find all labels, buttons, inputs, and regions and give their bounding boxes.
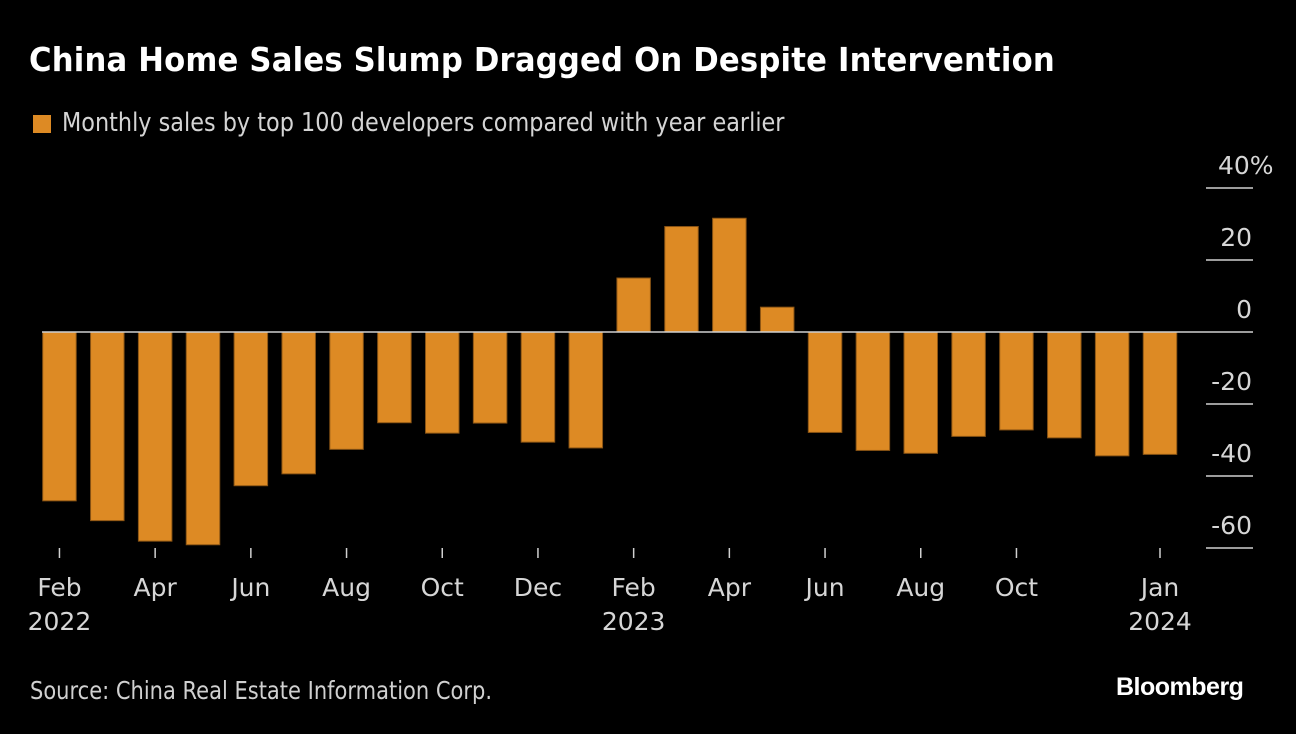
bar-2023-11 — [1047, 331, 1082, 439]
y-tick-label: 40% — [1218, 151, 1274, 180]
bar-2023-02 — [616, 277, 651, 333]
x-tick-label-month: Oct — [995, 573, 1038, 602]
bar-2023-05 — [759, 306, 795, 333]
bar-2024-01 — [1142, 331, 1178, 455]
x-tick-label-month: Jan — [1139, 573, 1180, 602]
y-axis: 40% 20 0 -20 -40 -60 — [1206, 151, 1274, 549]
bar-2022-08 — [329, 331, 364, 450]
bar-2022-11 — [472, 331, 508, 424]
x-axis: Feb 2022 Apr Jun Aug Oct Dec Feb 2023 Apr Jun Aug Oc… — [28, 548, 1192, 636]
bloomberg-logo: Bloomberg — [1116, 673, 1244, 701]
source-note: Source: China Real Estate Information Co… — [30, 676, 493, 705]
bar-2022-02 — [42, 331, 77, 502]
y-tick-label: 20 — [1220, 223, 1252, 252]
y-tick-label: -20 — [1211, 367, 1252, 396]
x-tick-label-month: Feb — [612, 573, 656, 602]
x-tick-label-month: Aug — [322, 573, 371, 602]
y-tick-label: -40 — [1211, 439, 1252, 468]
legend-swatch-icon — [33, 115, 51, 133]
x-tick-label-month: Jun — [804, 573, 845, 602]
x-tick-label-year: 2023 — [602, 607, 666, 636]
bar-2023-01 — [568, 331, 604, 449]
bar-2022-03 — [90, 331, 125, 522]
legend-label: Monthly sales by top 100 developers comp… — [62, 108, 785, 138]
x-tick-label-month: Oct — [421, 573, 464, 602]
legend: Monthly sales by top 100 developers comp… — [33, 108, 902, 138]
bar-2023-08 — [903, 331, 938, 454]
x-tick-label-month: Apr — [134, 573, 178, 602]
bar-2023-10 — [999, 331, 1034, 431]
y-tick-label: 0 — [1236, 295, 1252, 324]
bar-2023-07 — [855, 331, 891, 451]
x-tick-label-year: 2024 — [1128, 607, 1192, 636]
bar-2022-09 — [377, 331, 412, 424]
x-tick-label-month: Aug — [896, 573, 945, 602]
x-tick-label-month: Jun — [229, 573, 270, 602]
bar-2023-12 — [1094, 331, 1130, 457]
x-tick-label-year: 2022 — [28, 607, 92, 636]
bar-2022-07 — [281, 331, 316, 475]
bar-2022-04 — [137, 331, 173, 542]
bars — [42, 217, 1178, 546]
y-tick-label: -60 — [1211, 511, 1252, 540]
bar-2022-06 — [233, 331, 269, 487]
bar-2022-10 — [425, 331, 460, 434]
bar-2023-06 — [807, 331, 843, 433]
bar-2023-09 — [951, 331, 986, 437]
bar-2022-05 — [185, 331, 221, 546]
x-tick-label-month: Dec — [514, 573, 562, 602]
bar-2022-12 — [520, 331, 556, 443]
bar-2023-04 — [712, 217, 747, 333]
chart-title: China Home Sales Slump Dragged On Despit… — [29, 40, 1055, 79]
x-tick-label-month: Feb — [37, 573, 81, 602]
x-tick-label-month: Apr — [708, 573, 752, 602]
bar-2023-03 — [664, 226, 699, 333]
